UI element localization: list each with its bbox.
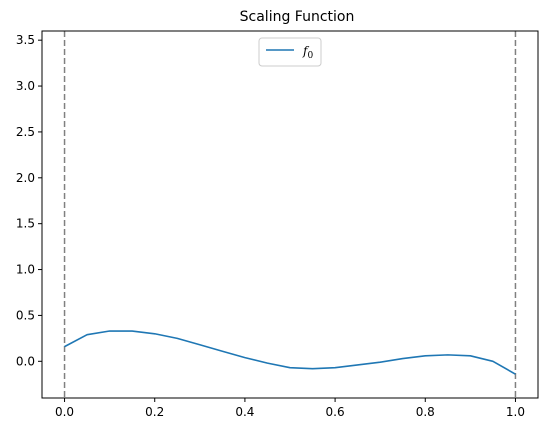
x-tick-label: 1.0 bbox=[506, 405, 525, 419]
x-tick-label: 0.0 bbox=[55, 405, 74, 419]
series-line-0 bbox=[64, 330, 516, 375]
y-tick-label: 3.0 bbox=[16, 79, 35, 93]
y-tick-label: 0.5 bbox=[16, 308, 35, 322]
legend-label-subscript: 0 bbox=[307, 51, 313, 61]
y-tick-label: 1.0 bbox=[16, 263, 35, 277]
legend-label-name: f bbox=[302, 44, 310, 58]
plot-area bbox=[63, 31, 517, 398]
legend-label-f0: f0 bbox=[302, 44, 313, 61]
axes-frame bbox=[41, 30, 539, 399]
chart-title: Scaling Function bbox=[240, 9, 355, 25]
legend-box bbox=[258, 37, 322, 67]
y-tick-label: 3.5 bbox=[16, 33, 35, 47]
x-tick-label: 0.2 bbox=[145, 405, 164, 419]
y-tick-label: 1.5 bbox=[16, 217, 35, 231]
y-tick-label: 2.5 bbox=[16, 125, 35, 139]
x-tick-label: 0.4 bbox=[235, 405, 254, 419]
x-tick-label: 0.8 bbox=[416, 405, 435, 419]
x-axis: 0.0 0.2 0.4 0.6 0.8 1.0 bbox=[55, 398, 525, 419]
y-axis: 0.0 0.5 1.0 1.5 2.0 2.5 3.0 3.5 bbox=[16, 33, 42, 368]
legend: f0 bbox=[258, 37, 322, 67]
x-tick-label: 0.6 bbox=[326, 405, 345, 419]
y-tick-label: 0.0 bbox=[16, 354, 35, 368]
y-tick-label: 2.0 bbox=[16, 171, 35, 185]
